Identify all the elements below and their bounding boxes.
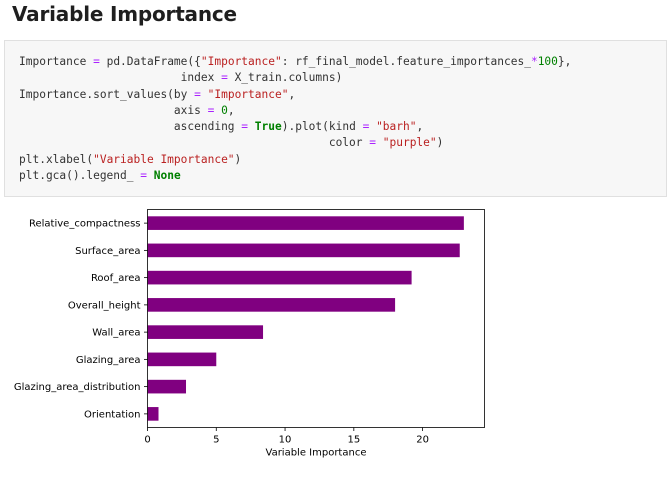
x-tick-label: 0	[144, 435, 150, 446]
code-token: =	[93, 55, 100, 68]
y-tick-label: Glazing_area	[76, 355, 141, 366]
variable-importance-chart: Relative_compactness Surface_area Roof_are…	[14, 209, 485, 459]
x-tick-label: 20	[416, 435, 429, 446]
code-token: True	[254, 120, 282, 134]
code-line: index = X_train.columns)	[19, 71, 343, 85]
code-token: Importance.sort_values(by	[19, 87, 195, 101]
x-tick-label: 10	[279, 435, 292, 446]
x-axis-label: Variable Importance	[266, 448, 367, 459]
code-token: ,	[227, 103, 235, 117]
code-token: 0	[221, 103, 228, 117]
code-token: =	[241, 120, 249, 134]
code-token: =	[194, 87, 201, 101]
code-token: ,	[416, 120, 424, 134]
section-heading: Variable Importance	[12, 2, 237, 26]
code-token: 100	[537, 55, 558, 68]
bar	[147, 325, 264, 339]
y-tick-label: Surface_area	[75, 246, 140, 257]
y-tick-label: Glazing_area_distribution	[14, 382, 141, 393]
bar	[147, 243, 460, 258]
y-tick-label: Overall_height	[68, 300, 141, 311]
code-token: plt.xlabel(	[19, 152, 94, 166]
code-cell[interactable]: Importance = pd.DataFrame({"Importance":…	[4, 40, 667, 197]
code-token: ascending	[19, 120, 242, 134]
code-line: plt.gca().legend_ = None	[19, 169, 181, 182]
code-token: =	[207, 103, 215, 117]
x-tick-label: 15	[347, 435, 360, 446]
code-line: plt.xlabel("Variable Importance")	[19, 153, 241, 166]
code-token	[376, 136, 383, 149]
bar	[147, 270, 412, 285]
code-token: color	[19, 136, 370, 150]
code-token: plt.gca().legend_	[19, 169, 141, 183]
code-token: X_train.columns)	[227, 71, 343, 85]
code-token: "barh"	[376, 120, 417, 134]
bar	[147, 298, 396, 312]
code-token: =	[140, 169, 147, 183]
code-token: =	[362, 120, 370, 134]
code-token: "Importance"	[200, 55, 282, 68]
code-line: axis = 0,	[19, 104, 235, 117]
code-block[interactable]: Importance = pd.DataFrame({"Importance":…	[19, 54, 571, 184]
bar	[147, 216, 464, 230]
code-token: ).plot(kind	[281, 120, 363, 134]
code-token	[248, 120, 255, 133]
code-token: },	[557, 55, 572, 68]
code-token: =	[369, 136, 376, 150]
y-tick-label: Relative_compactness	[29, 219, 141, 230]
code-token: pd.DataFrame({	[99, 55, 201, 68]
code-token	[201, 88, 208, 101]
code-token: *	[530, 55, 538, 68]
code-token	[147, 169, 154, 182]
y-tick-label: Wall_area	[92, 328, 140, 339]
code-token: =	[221, 71, 228, 85]
code-line: color = "purple")	[19, 136, 444, 150]
code-token: "Importance"	[207, 87, 289, 101]
plot-frame	[147, 209, 485, 428]
code-token: Importance	[19, 55, 94, 68]
code-token: : rf_final_model.feature_importances_	[281, 55, 531, 68]
bar	[147, 379, 187, 394]
y-tick-label: Orientation	[84, 409, 140, 420]
x-tick-label: 5	[213, 435, 219, 446]
code-token: index	[19, 71, 222, 85]
bar	[147, 407, 159, 421]
code-token: )	[436, 136, 444, 150]
code-token: "Variable Importance"	[93, 152, 235, 166]
code-token: "purple"	[382, 136, 437, 150]
code-token: axis	[19, 103, 208, 117]
code-line: Importance = pd.DataFrame({"Importance":…	[19, 55, 571, 68]
y-tick-label: Roof_area	[91, 273, 141, 284]
bar	[147, 352, 217, 367]
code-line: ascending = True).plot(kind = "barh",	[19, 120, 423, 133]
code-token: ,	[288, 87, 296, 101]
code-token: )	[234, 152, 242, 166]
code-token: None	[153, 169, 181, 183]
code-line: Importance.sort_values(by = "Importance"…	[19, 88, 295, 101]
